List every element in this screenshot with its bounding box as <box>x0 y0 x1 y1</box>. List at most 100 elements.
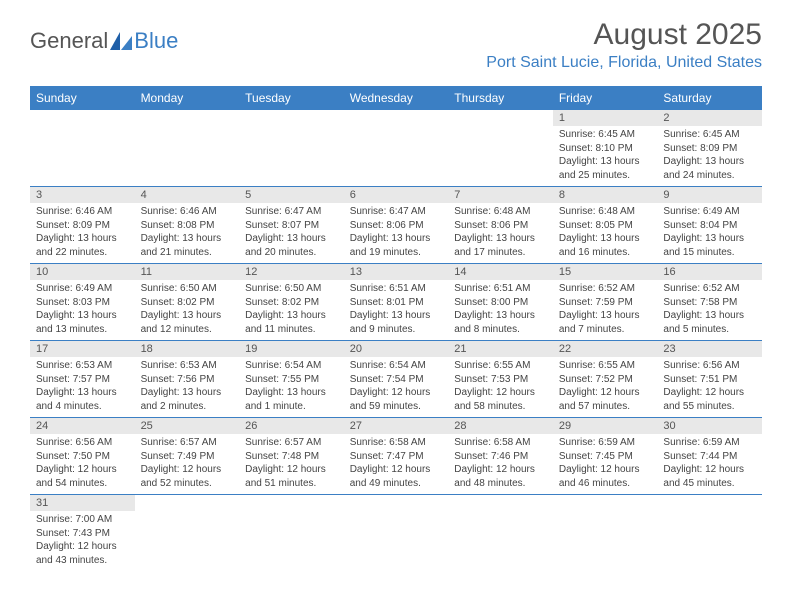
sunset-text: Sunset: 8:00 PM <box>454 296 547 310</box>
sunrise-text: Sunrise: 6:53 AM <box>141 359 234 373</box>
sunrise-text: Sunrise: 6:57 AM <box>141 436 234 450</box>
sunrise-text: Sunrise: 6:53 AM <box>36 359 129 373</box>
daylight-text: Daylight: 13 hours and 1 minute. <box>245 386 338 413</box>
calendar-day-cell: 11Sunrise: 6:50 AMSunset: 8:02 PMDayligh… <box>135 264 240 340</box>
daylight-text: Daylight: 13 hours and 19 minutes. <box>350 232 443 259</box>
calendar-day-cell: 15Sunrise: 6:52 AMSunset: 7:59 PMDayligh… <box>553 264 658 340</box>
sunrise-text: Sunrise: 6:50 AM <box>245 282 338 296</box>
calendar-empty-cell <box>30 110 135 186</box>
day-number: 28 <box>448 418 553 434</box>
day-detail-text: Sunrise: 6:56 AMSunset: 7:50 PMDaylight:… <box>30 434 135 494</box>
sunset-text: Sunset: 8:09 PM <box>663 142 756 156</box>
sunrise-text: Sunrise: 6:54 AM <box>245 359 338 373</box>
day-detail-text: Sunrise: 6:53 AMSunset: 7:57 PMDaylight:… <box>30 357 135 417</box>
sunset-text: Sunset: 7:56 PM <box>141 373 234 387</box>
day-detail-text: Sunrise: 6:52 AMSunset: 7:58 PMDaylight:… <box>657 280 762 340</box>
weekday-header: Thursday <box>448 86 553 110</box>
day-detail-text: Sunrise: 6:47 AMSunset: 8:06 PMDaylight:… <box>344 203 449 263</box>
sunrise-text: Sunrise: 6:48 AM <box>454 205 547 219</box>
weekday-header-row: Sunday Monday Tuesday Wednesday Thursday… <box>30 86 762 110</box>
daylight-text: Daylight: 13 hours and 24 minutes. <box>663 155 756 182</box>
calendar-empty-cell <box>239 110 344 186</box>
sunset-text: Sunset: 7:47 PM <box>350 450 443 464</box>
day-detail-text: Sunrise: 6:50 AMSunset: 8:02 PMDaylight:… <box>135 280 240 340</box>
daylight-text: Daylight: 12 hours and 48 minutes. <box>454 463 547 490</box>
sunset-text: Sunset: 7:58 PM <box>663 296 756 310</box>
sunrise-text: Sunrise: 6:59 AM <box>663 436 756 450</box>
day-number: 22 <box>553 341 658 357</box>
calendar-day-cell: 9Sunrise: 6:49 AMSunset: 8:04 PMDaylight… <box>657 187 762 263</box>
daylight-text: Daylight: 12 hours and 55 minutes. <box>663 386 756 413</box>
day-detail-text: Sunrise: 6:50 AMSunset: 8:02 PMDaylight:… <box>239 280 344 340</box>
daylight-text: Daylight: 12 hours and 46 minutes. <box>559 463 652 490</box>
daylight-text: Daylight: 13 hours and 11 minutes. <box>245 309 338 336</box>
day-number: 8 <box>553 187 658 203</box>
sunrise-text: Sunrise: 6:51 AM <box>350 282 443 296</box>
daylight-text: Daylight: 13 hours and 8 minutes. <box>454 309 547 336</box>
sunrise-text: Sunrise: 6:45 AM <box>663 128 756 142</box>
day-number: 15 <box>553 264 658 280</box>
sunrise-text: Sunrise: 6:51 AM <box>454 282 547 296</box>
day-number: 24 <box>30 418 135 434</box>
daylight-text: Daylight: 13 hours and 17 minutes. <box>454 232 547 259</box>
sunset-text: Sunset: 8:02 PM <box>245 296 338 310</box>
calendar-day-cell: 2Sunrise: 6:45 AMSunset: 8:09 PMDaylight… <box>657 110 762 186</box>
daylight-text: Daylight: 12 hours and 49 minutes. <box>350 463 443 490</box>
sunset-text: Sunset: 8:04 PM <box>663 219 756 233</box>
sunset-text: Sunset: 7:54 PM <box>350 373 443 387</box>
day-detail-text: Sunrise: 6:52 AMSunset: 7:59 PMDaylight:… <box>553 280 658 340</box>
daylight-text: Daylight: 13 hours and 9 minutes. <box>350 309 443 336</box>
calendar-day-cell: 31Sunrise: 7:00 AMSunset: 7:43 PMDayligh… <box>30 495 135 571</box>
daylight-text: Daylight: 13 hours and 21 minutes. <box>141 232 234 259</box>
day-number: 3 <box>30 187 135 203</box>
sunrise-text: Sunrise: 6:49 AM <box>36 282 129 296</box>
calendar-day-cell: 3Sunrise: 6:46 AMSunset: 8:09 PMDaylight… <box>30 187 135 263</box>
calendar-day-cell: 5Sunrise: 6:47 AMSunset: 8:07 PMDaylight… <box>239 187 344 263</box>
day-detail-text: Sunrise: 6:46 AMSunset: 8:08 PMDaylight:… <box>135 203 240 263</box>
day-number: 23 <box>657 341 762 357</box>
daylight-text: Daylight: 13 hours and 5 minutes. <box>663 309 756 336</box>
day-detail-text: Sunrise: 6:48 AMSunset: 8:06 PMDaylight:… <box>448 203 553 263</box>
calendar-day-cell: 30Sunrise: 6:59 AMSunset: 7:44 PMDayligh… <box>657 418 762 494</box>
day-detail-text: Sunrise: 6:55 AMSunset: 7:53 PMDaylight:… <box>448 357 553 417</box>
sunrise-text: Sunrise: 6:49 AM <box>663 205 756 219</box>
day-number: 30 <box>657 418 762 434</box>
calendar-empty-cell <box>135 110 240 186</box>
calendar-empty-cell <box>657 495 762 571</box>
sunset-text: Sunset: 7:53 PM <box>454 373 547 387</box>
weekday-header: Tuesday <box>239 86 344 110</box>
sunset-text: Sunset: 7:55 PM <box>245 373 338 387</box>
daylight-text: Daylight: 12 hours and 51 minutes. <box>245 463 338 490</box>
sunset-text: Sunset: 8:06 PM <box>454 219 547 233</box>
day-detail-text: Sunrise: 6:58 AMSunset: 7:46 PMDaylight:… <box>448 434 553 494</box>
calendar-day-cell: 6Sunrise: 6:47 AMSunset: 8:06 PMDaylight… <box>344 187 449 263</box>
day-number: 31 <box>30 495 135 511</box>
daylight-text: Daylight: 13 hours and 25 minutes. <box>559 155 652 182</box>
sunrise-text: Sunrise: 7:00 AM <box>36 513 129 527</box>
daylight-text: Daylight: 13 hours and 7 minutes. <box>559 309 652 336</box>
daylight-text: Daylight: 12 hours and 59 minutes. <box>350 386 443 413</box>
day-detail-text: Sunrise: 6:57 AMSunset: 7:48 PMDaylight:… <box>239 434 344 494</box>
day-number: 20 <box>344 341 449 357</box>
sunrise-text: Sunrise: 6:55 AM <box>454 359 547 373</box>
calendar-day-cell: 14Sunrise: 6:51 AMSunset: 8:00 PMDayligh… <box>448 264 553 340</box>
day-detail-text: Sunrise: 6:49 AMSunset: 8:04 PMDaylight:… <box>657 203 762 263</box>
sunset-text: Sunset: 8:03 PM <box>36 296 129 310</box>
day-number: 13 <box>344 264 449 280</box>
sunset-text: Sunset: 8:08 PM <box>141 219 234 233</box>
day-detail-text: Sunrise: 6:51 AMSunset: 8:01 PMDaylight:… <box>344 280 449 340</box>
calendar-day-cell: 1Sunrise: 6:45 AMSunset: 8:10 PMDaylight… <box>553 110 658 186</box>
weekday-header: Sunday <box>30 86 135 110</box>
day-number: 9 <box>657 187 762 203</box>
daylight-text: Daylight: 13 hours and 13 minutes. <box>36 309 129 336</box>
day-detail-text: Sunrise: 6:59 AMSunset: 7:44 PMDaylight:… <box>657 434 762 494</box>
daylight-text: Daylight: 13 hours and 22 minutes. <box>36 232 129 259</box>
sunrise-text: Sunrise: 6:46 AM <box>36 205 129 219</box>
sunrise-text: Sunrise: 6:56 AM <box>36 436 129 450</box>
sail-icon <box>110 30 132 48</box>
day-number: 10 <box>30 264 135 280</box>
day-detail-text: Sunrise: 6:58 AMSunset: 7:47 PMDaylight:… <box>344 434 449 494</box>
calendar-day-cell: 20Sunrise: 6:54 AMSunset: 7:54 PMDayligh… <box>344 341 449 417</box>
day-number: 21 <box>448 341 553 357</box>
daylight-text: Daylight: 12 hours and 52 minutes. <box>141 463 234 490</box>
